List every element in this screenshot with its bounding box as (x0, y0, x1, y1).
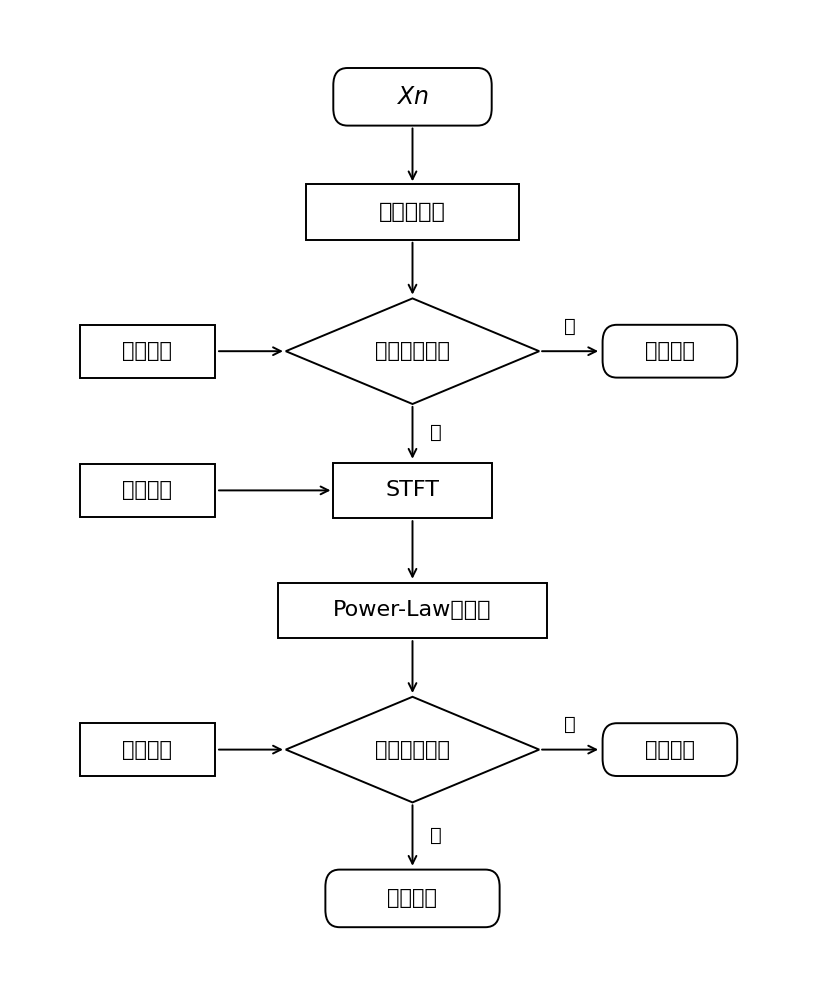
FancyBboxPatch shape (602, 325, 738, 378)
Text: 是: 是 (564, 715, 576, 734)
Text: 否: 否 (430, 423, 441, 442)
Text: 存在干扰: 存在干扰 (645, 341, 695, 361)
FancyBboxPatch shape (333, 68, 492, 126)
Polygon shape (285, 697, 540, 802)
Text: 门限选定: 门限选定 (122, 740, 172, 760)
Text: 检测结束: 检测结束 (388, 888, 437, 908)
Text: 是否大于门限: 是否大于门限 (375, 341, 450, 361)
FancyBboxPatch shape (305, 184, 520, 240)
FancyBboxPatch shape (333, 463, 492, 518)
Text: 是: 是 (564, 317, 576, 336)
FancyBboxPatch shape (80, 723, 214, 776)
Text: 参数设置: 参数设置 (122, 480, 172, 500)
Text: 门限选定: 门限选定 (122, 341, 172, 361)
Text: 是否大于门限: 是否大于门限 (375, 740, 450, 760)
FancyBboxPatch shape (325, 870, 500, 927)
Polygon shape (285, 298, 540, 404)
FancyBboxPatch shape (80, 325, 214, 378)
Text: $\mathit{Xn}$: $\mathit{Xn}$ (396, 85, 429, 109)
Text: Power-Law检测器: Power-Law检测器 (333, 600, 492, 620)
Text: 存在干扰: 存在干扰 (645, 740, 695, 760)
Text: STFT: STFT (385, 480, 440, 500)
FancyBboxPatch shape (80, 464, 214, 517)
Text: 否: 否 (430, 826, 441, 845)
FancyBboxPatch shape (602, 723, 738, 776)
FancyBboxPatch shape (278, 583, 547, 638)
Text: 峰度偏移量: 峰度偏移量 (379, 202, 446, 222)
